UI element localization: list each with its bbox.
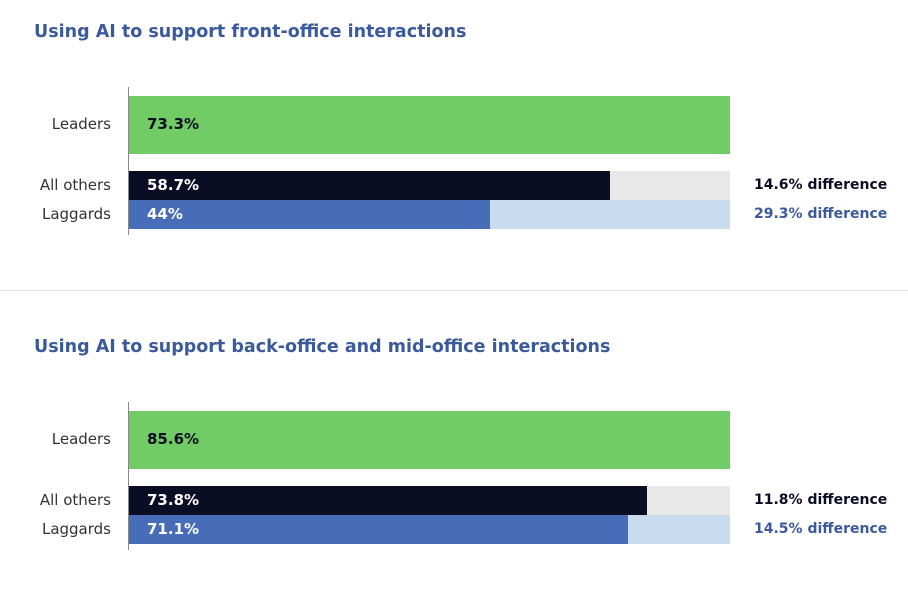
bar-all-others [129, 486, 648, 515]
bar-track-laggards: 71.1% [129, 515, 730, 544]
category-label-all-others: All others [39, 490, 111, 509]
bar-leaders [129, 411, 730, 469]
category-label-laggards: Laggards [41, 204, 111, 223]
value-label-leaders: 85.6% [147, 430, 200, 448]
axis-line [128, 402, 129, 550]
bar-track-leaders: 73.3% [129, 96, 730, 154]
difference-label-laggards: 29.3% difference [754, 205, 888, 222]
value-label-all-others: 58.7% [147, 175, 200, 194]
bar-track-leaders: 85.6% [129, 411, 730, 469]
category-label-leaders: Leaders [51, 430, 111, 448]
chart-front-office: Using AI to support front-office interac… [0, 0, 908, 290]
bar-leaders [129, 96, 730, 154]
axis-line [128, 87, 129, 235]
bar-track-all-others: 73.8% [129, 486, 730, 515]
difference-label-all-others: 14.6% difference [754, 176, 888, 193]
bar-all-others [129, 171, 611, 200]
category-label-leaders: Leaders [51, 115, 111, 133]
bar-laggards [129, 515, 629, 544]
difference-label-laggards: 14.5% difference [754, 520, 888, 537]
difference-label-all-others: 11.8% difference [754, 491, 888, 508]
category-label-laggards: Laggards [41, 519, 111, 538]
chart-back-office: Using AI to support back-office and mid-… [0, 315, 908, 605]
bar-track-laggards: 44% [129, 200, 730, 229]
bar-track-all-others: 58.7% [129, 171, 730, 200]
value-label-all-others: 73.8% [147, 490, 200, 509]
value-label-laggards: 44% [147, 204, 183, 223]
category-label-all-others: All others [39, 175, 111, 194]
divider [0, 290, 908, 291]
bar-laggards [129, 200, 490, 229]
chart-title: Using AI to support front-office interac… [34, 22, 467, 42]
value-label-leaders: 73.3% [147, 115, 200, 133]
value-label-laggards: 71.1% [147, 519, 200, 538]
chart-title: Using AI to support back-office and mid-… [34, 337, 611, 357]
